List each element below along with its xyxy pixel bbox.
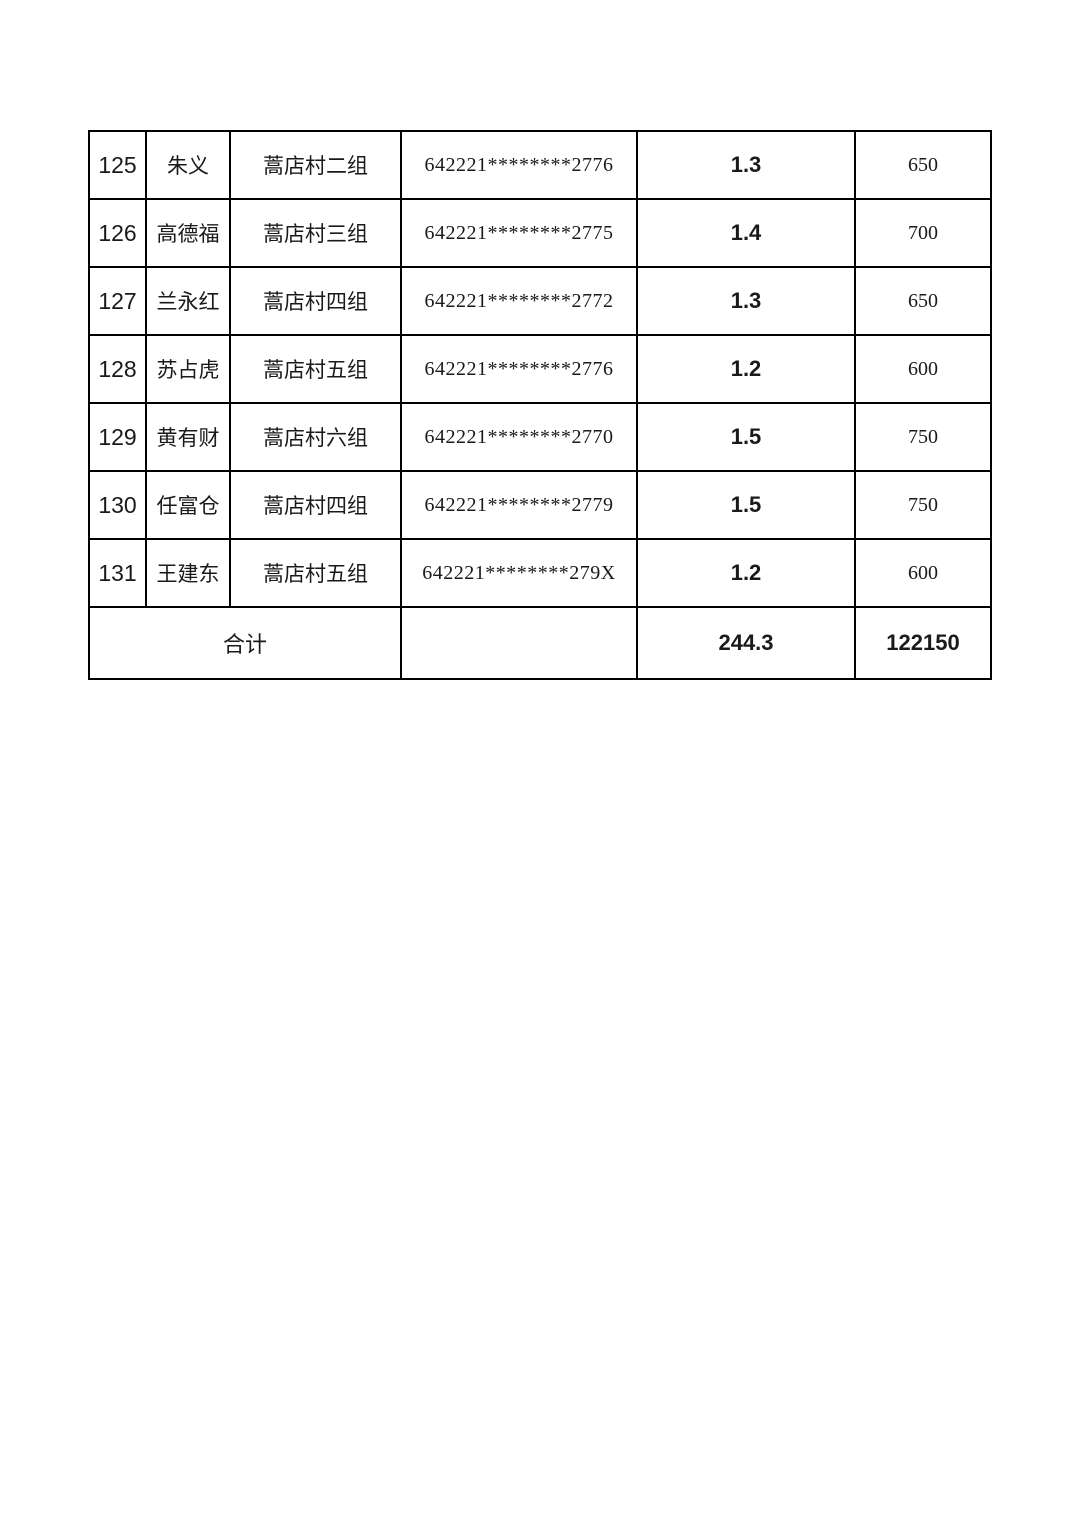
total-label-cell: 合计 bbox=[88, 606, 402, 680]
seq-cell: 131 bbox=[88, 538, 147, 608]
payment-table: 125 朱义 蒿店村二组 642221********2776 1.3 650 … bbox=[88, 130, 992, 680]
amount-cell: 650 bbox=[854, 266, 992, 336]
amount-cell: 650 bbox=[854, 130, 992, 200]
name-cell: 王建东 bbox=[145, 538, 231, 608]
id-cell: 642221********2775 bbox=[400, 198, 638, 268]
name-cell: 任富仓 bbox=[145, 470, 231, 540]
amount-cell: 600 bbox=[854, 538, 992, 608]
group-cell: 蒿店村五组 bbox=[229, 538, 402, 608]
table-row: 126 高德福 蒿店村三组 642221********2775 1.4 700 bbox=[88, 198, 992, 268]
id-cell: 642221********2779 bbox=[400, 470, 638, 540]
id-cell: 642221********2776 bbox=[400, 334, 638, 404]
group-cell: 蒿店村四组 bbox=[229, 470, 402, 540]
seq-cell: 128 bbox=[88, 334, 147, 404]
total-id-cell bbox=[400, 606, 638, 680]
group-cell: 蒿店村五组 bbox=[229, 334, 402, 404]
name-cell: 高德福 bbox=[145, 198, 231, 268]
area-cell: 1.3 bbox=[636, 130, 856, 200]
amount-cell: 750 bbox=[854, 402, 992, 472]
group-cell: 蒿店村六组 bbox=[229, 402, 402, 472]
amount-cell: 750 bbox=[854, 470, 992, 540]
seq-cell: 126 bbox=[88, 198, 147, 268]
name-cell: 朱义 bbox=[145, 130, 231, 200]
area-cell: 1.2 bbox=[636, 334, 856, 404]
id-cell: 642221********2770 bbox=[400, 402, 638, 472]
seq-cell: 125 bbox=[88, 130, 147, 200]
total-row: 合计 244.3 122150 bbox=[88, 606, 992, 680]
seq-cell: 130 bbox=[88, 470, 147, 540]
id-cell: 642221********2776 bbox=[400, 130, 638, 200]
amount-cell: 700 bbox=[854, 198, 992, 268]
name-cell: 黄有财 bbox=[145, 402, 231, 472]
table-row: 131 王建东 蒿店村五组 642221********279X 1.2 600 bbox=[88, 538, 992, 608]
table-row: 125 朱义 蒿店村二组 642221********2776 1.3 650 bbox=[88, 130, 992, 200]
area-cell: 1.5 bbox=[636, 402, 856, 472]
group-cell: 蒿店村二组 bbox=[229, 130, 402, 200]
name-cell: 苏占虎 bbox=[145, 334, 231, 404]
amount-cell: 600 bbox=[854, 334, 992, 404]
table-row: 128 苏占虎 蒿店村五组 642221********2776 1.2 600 bbox=[88, 334, 992, 404]
total-area-cell: 244.3 bbox=[636, 606, 856, 680]
area-cell: 1.4 bbox=[636, 198, 856, 268]
group-cell: 蒿店村三组 bbox=[229, 198, 402, 268]
id-cell: 642221********2772 bbox=[400, 266, 638, 336]
table-row: 129 黄有财 蒿店村六组 642221********2770 1.5 750 bbox=[88, 402, 992, 472]
table-row: 130 任富仓 蒿店村四组 642221********2779 1.5 750 bbox=[88, 470, 992, 540]
table-row: 127 兰永红 蒿店村四组 642221********2772 1.3 650 bbox=[88, 266, 992, 336]
area-cell: 1.3 bbox=[636, 266, 856, 336]
name-cell: 兰永红 bbox=[145, 266, 231, 336]
group-cell: 蒿店村四组 bbox=[229, 266, 402, 336]
area-cell: 1.2 bbox=[636, 538, 856, 608]
total-amount-cell: 122150 bbox=[854, 606, 992, 680]
id-cell: 642221********279X bbox=[400, 538, 638, 608]
seq-cell: 129 bbox=[88, 402, 147, 472]
area-cell: 1.5 bbox=[636, 470, 856, 540]
seq-cell: 127 bbox=[88, 266, 147, 336]
